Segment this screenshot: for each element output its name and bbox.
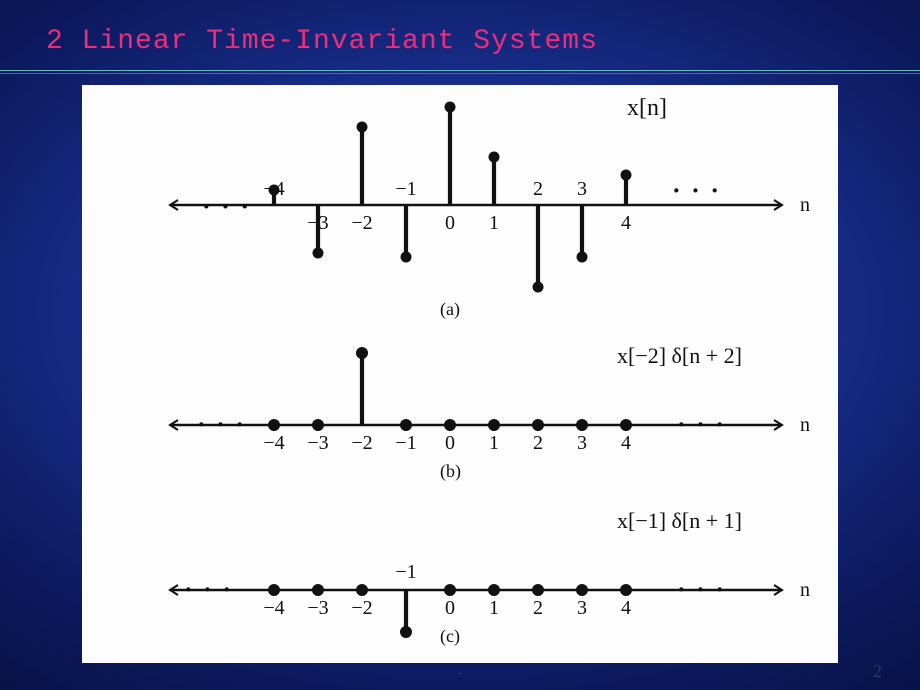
slide: 2 Linear Time-Invariant Systems n x[n] (a)… bbox=[0, 0, 920, 690]
title-underline bbox=[0, 70, 920, 74]
svg-text:0: 0 bbox=[445, 432, 455, 454]
svg-text:(b): (b) bbox=[440, 461, 461, 482]
svg-text:−1: −1 bbox=[395, 432, 416, 454]
svg-text:−2: −2 bbox=[351, 597, 372, 619]
svg-text:4: 4 bbox=[621, 597, 631, 619]
svg-text:−4: −4 bbox=[263, 597, 284, 619]
stem-plots-svg: n x[n] (a) · · · · · · −4 −3 −2 −1 0 1 2 3 4 n x[−2] δ[… bbox=[82, 85, 838, 663]
footer-page-number: 2 bbox=[873, 661, 882, 682]
svg-text:−4: −4 bbox=[263, 178, 284, 200]
svg-text:−2: −2 bbox=[351, 212, 372, 234]
svg-text:−2: −2 bbox=[351, 432, 372, 454]
svg-text:4: 4 bbox=[621, 212, 631, 234]
svg-text:· · ·: · · · bbox=[197, 410, 246, 439]
svg-text:−3: −3 bbox=[307, 432, 328, 454]
page-title: 2 Linear Time-Invariant Systems bbox=[46, 26, 598, 57]
footer-dash: - bbox=[457, 664, 462, 682]
svg-text:(a): (a) bbox=[440, 299, 460, 320]
svg-text:2: 2 bbox=[533, 432, 543, 454]
svg-text:x[n]: x[n] bbox=[627, 95, 667, 121]
svg-text:· · ·: · · · bbox=[202, 192, 251, 221]
svg-text:(c): (c) bbox=[440, 626, 460, 647]
svg-text:0: 0 bbox=[445, 212, 455, 234]
svg-text:n: n bbox=[800, 194, 810, 216]
svg-text:2: 2 bbox=[533, 178, 543, 200]
svg-text:−1: −1 bbox=[395, 561, 416, 583]
svg-text:1: 1 bbox=[489, 212, 499, 234]
svg-text:3: 3 bbox=[577, 178, 587, 200]
svg-text:3: 3 bbox=[577, 432, 587, 454]
svg-text:1: 1 bbox=[489, 597, 499, 619]
svg-text:3: 3 bbox=[577, 597, 587, 619]
figure-panel: n x[n] (a) · · · · · · −4 −3 −2 −1 0 1 2 3 4 n x[−2] δ[… bbox=[82, 85, 838, 663]
svg-text:2: 2 bbox=[533, 597, 543, 619]
svg-text:−3: −3 bbox=[307, 212, 328, 234]
svg-text:· · ·: · · · bbox=[677, 575, 726, 604]
svg-text:−3: −3 bbox=[307, 597, 328, 619]
svg-text:· · ·: · · · bbox=[677, 410, 726, 439]
svg-text:0: 0 bbox=[445, 597, 455, 619]
svg-text:4: 4 bbox=[621, 432, 631, 454]
svg-text:n: n bbox=[800, 579, 810, 601]
svg-text:· · ·: · · · bbox=[672, 176, 721, 205]
svg-text:n: n bbox=[800, 414, 810, 436]
svg-text:1: 1 bbox=[489, 432, 499, 454]
svg-text:−1: −1 bbox=[395, 178, 416, 200]
svg-text:−4: −4 bbox=[263, 432, 284, 454]
svg-text:· · ·: · · · bbox=[184, 575, 233, 604]
svg-text:x[−1] δ[n + 1]: x[−1] δ[n + 1] bbox=[617, 508, 742, 533]
svg-text:x[−2] δ[n + 2]: x[−2] δ[n + 2] bbox=[617, 343, 742, 368]
